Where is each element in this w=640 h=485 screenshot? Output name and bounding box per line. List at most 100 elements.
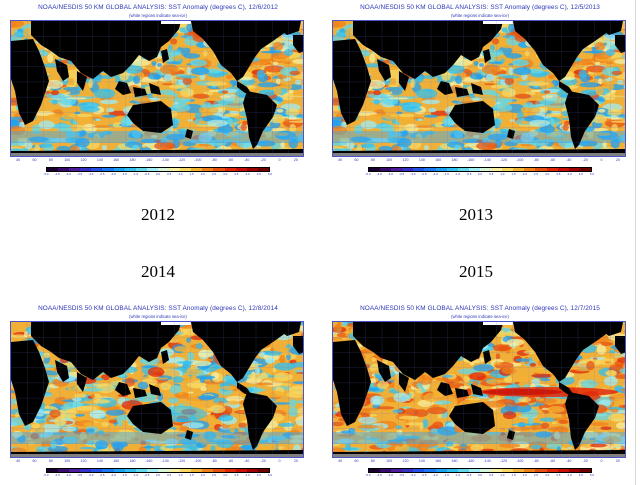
colorbar-swatch — [135, 168, 147, 171]
sst-speckle — [51, 90, 59, 96]
sst-speckle — [614, 59, 625, 64]
sst-speckle — [28, 136, 49, 143]
sst-speckle — [596, 38, 608, 41]
colorbar-tick-label: -0.5 — [466, 172, 472, 176]
landmass-11 — [615, 35, 625, 53]
sst-speckle — [272, 42, 284, 51]
sst-speckle — [88, 78, 94, 89]
sst-speckle — [178, 392, 183, 395]
colorbar-tick-label: 0.5 — [167, 172, 172, 176]
colorbar-tick-label: 1.0 — [178, 172, 183, 176]
el-nino-core — [483, 389, 563, 395]
sst-speckle — [275, 78, 281, 85]
sst-speckle — [292, 381, 303, 385]
longitude-tick-label: 100 — [64, 459, 71, 463]
sst-speckle — [487, 133, 508, 141]
colorbar-swatch — [535, 469, 547, 472]
sst-speckle — [32, 124, 41, 135]
sst-speckle — [164, 445, 186, 449]
sst-speckle — [257, 82, 279, 88]
colorbar-swatch — [479, 168, 492, 171]
sst-speckle — [265, 390, 285, 398]
longitude-tick-label: 120 — [402, 158, 409, 162]
sst-speckle — [192, 360, 212, 367]
sst-speckle — [46, 114, 64, 119]
sst-speckle — [599, 399, 612, 406]
longitude-tick-label: -40 — [244, 459, 250, 463]
sst-speckle — [605, 49, 616, 56]
sst-speckle — [407, 96, 419, 99]
sst-speckle — [567, 447, 573, 450]
colorbar-tick-label: 1.5 — [189, 172, 194, 176]
sst-speckle — [289, 123, 297, 133]
sst-speckle — [586, 360, 595, 371]
sst-speckle — [616, 422, 625, 430]
longitude-tick-label: 80 — [48, 459, 53, 463]
sst-speckle — [512, 376, 528, 383]
colorbar-tick-label: 1.0 — [500, 172, 505, 176]
sst-speckle — [535, 365, 546, 372]
sst-speckle — [444, 441, 454, 448]
sst-speckle — [424, 145, 429, 151]
sst-speckle — [238, 422, 247, 428]
colorbar-tick-label: -3.0 — [410, 473, 416, 477]
sst-speckle — [133, 96, 150, 102]
sst-speckle — [579, 82, 601, 88]
colorbar-swatch — [80, 469, 92, 472]
sst-speckle — [50, 440, 57, 449]
sst-speckle — [79, 130, 87, 136]
colorbar-swatch — [102, 168, 114, 171]
longitude-tick-label: -80 — [211, 158, 217, 162]
sst-speckle — [18, 326, 24, 332]
sst-speckle — [44, 79, 64, 89]
colorbar-swatch — [257, 469, 269, 472]
sst-speckle — [227, 400, 239, 405]
sst-speckle — [555, 121, 560, 126]
sst-speckle — [333, 324, 342, 333]
sst-speckle — [225, 396, 244, 402]
colorbar-tick-label: 5.0 — [589, 473, 595, 477]
sst-speckle — [186, 23, 193, 33]
sst-speckle — [150, 457, 171, 458]
sst-speckle — [203, 50, 208, 57]
sst-speckle — [453, 446, 473, 449]
colorbar-tick-label: -5.0 — [43, 172, 49, 176]
sst-speckle — [405, 422, 424, 426]
sst-speckle — [493, 361, 502, 366]
sst-speckle — [426, 406, 448, 415]
sst-speckle — [54, 416, 67, 427]
sst-speckle — [542, 106, 548, 114]
longitude-tick-label: 20 — [615, 459, 620, 463]
colorbar-tick-label: -3.5 — [77, 473, 83, 477]
sst-speckle — [369, 53, 376, 63]
longitude-tick-label: -140 — [483, 158, 491, 162]
sst-speckle — [480, 89, 497, 95]
sst-speckle — [288, 407, 299, 417]
sst-speckle — [400, 406, 412, 409]
sst-speckle — [494, 420, 507, 423]
sst-speckle — [288, 120, 303, 123]
sst-speckle — [220, 106, 226, 114]
sst-speckle — [378, 424, 384, 432]
sst-speckle — [423, 130, 435, 135]
sst-speckle — [553, 431, 560, 440]
sst-speckle — [333, 407, 341, 412]
sst-speckle — [548, 74, 555, 80]
sst-anomaly-map — [332, 20, 626, 157]
sst-speckle — [220, 385, 236, 390]
sst-speckle — [610, 138, 620, 149]
sea-ice-south — [333, 153, 625, 156]
sst-speckle — [414, 409, 429, 417]
sst-speckle — [47, 53, 54, 63]
colorbar-swatch — [91, 469, 103, 472]
sst-speckle — [580, 379, 598, 389]
sst-speckle — [168, 84, 187, 89]
sst-speckle — [610, 89, 616, 94]
sst-speckle — [415, 88, 438, 99]
sst-speckle — [149, 440, 169, 445]
longitude-tick-label: 40 — [338, 158, 343, 162]
sst-speckle — [508, 66, 514, 76]
sst-speckle — [620, 388, 625, 392]
sst-speckle — [395, 76, 400, 86]
sst-speckle — [11, 141, 26, 146]
